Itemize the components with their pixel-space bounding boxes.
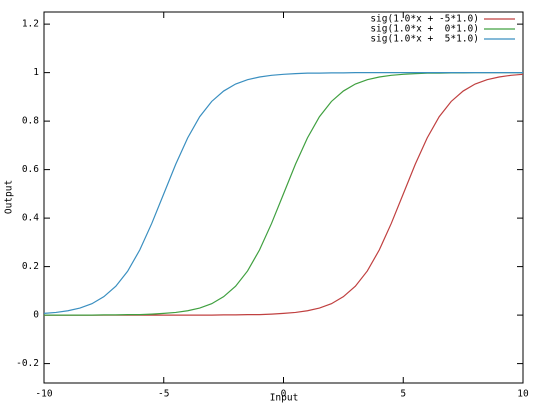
legend-label: sig(1.0*x + 5*1.0) (370, 34, 479, 45)
y-tick-label: 0.4 (22, 213, 39, 224)
y-tick-label: 0 (33, 310, 39, 321)
x-tick-label: 5 (400, 389, 406, 400)
legend-label: sig(1.0*x + 0*1.0) (370, 24, 479, 35)
y-tick-label: 1.2 (22, 19, 39, 30)
x-tick-label: 10 (517, 389, 529, 400)
y-tick-label: 1 (33, 67, 39, 78)
plot-frame (43, 11, 524, 384)
legend-label: sig(1.0*x + -5*1.0) (370, 14, 479, 25)
line-series (43, 72, 523, 315)
y-tick-label: -0.2 (16, 358, 39, 369)
y-tick-label: 0.2 (22, 261, 39, 272)
x-tick-label: -5 (158, 389, 169, 400)
y-tick-label: 0.6 (22, 164, 39, 175)
y-tick-label: 0.8 (22, 116, 39, 127)
y-axis-label: Output (4, 180, 15, 214)
x-tick-label: -10 (35, 389, 52, 400)
x-axis-label: Input (270, 393, 299, 404)
line-series (44, 72, 523, 316)
x-tick-label: 0 (281, 389, 287, 400)
